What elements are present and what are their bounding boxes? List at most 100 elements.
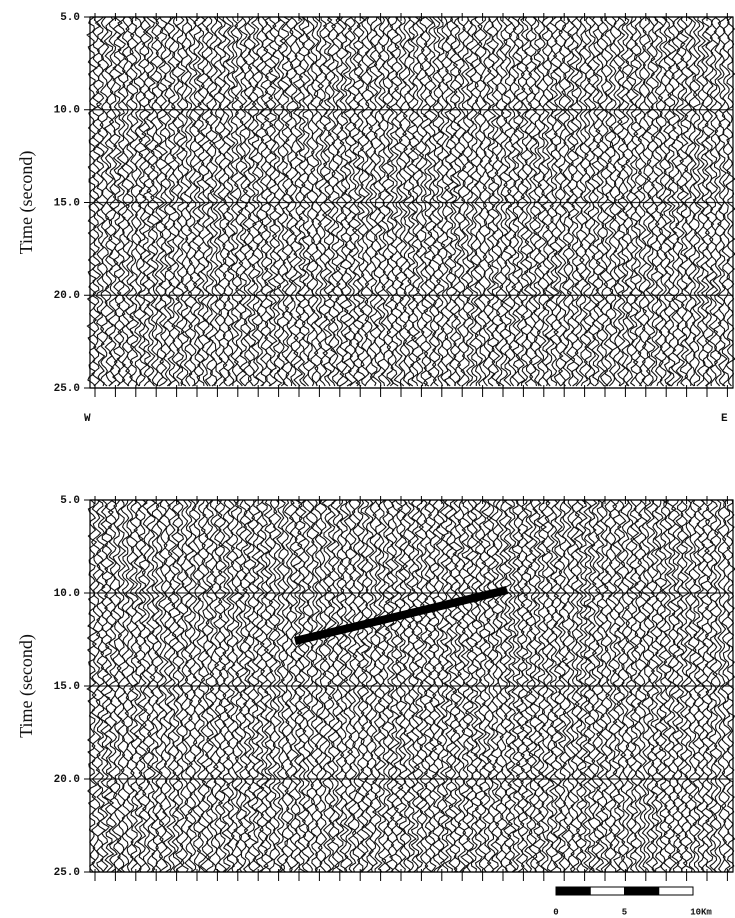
trace [329,16,341,387]
trace [636,16,648,387]
trace [641,16,652,387]
trace [342,16,354,387]
trace [216,16,228,387]
trace [368,16,380,387]
trace [141,16,152,387]
trace [246,16,258,387]
trace [237,16,249,387]
trace [678,16,690,387]
trace [397,16,409,387]
trace [682,16,694,387]
trace [628,16,639,387]
trace [321,16,334,387]
trace [661,16,673,387]
trace [443,16,455,387]
y-tick-label: 15.0 [54,681,80,693]
trace [284,16,295,387]
trace [221,16,232,387]
trace [233,16,245,387]
trace [208,16,219,387]
trace [335,16,346,387]
trace [624,16,635,387]
trace [225,16,236,387]
trace [460,16,472,387]
annotations [294,586,508,645]
trace [351,16,363,387]
trace [611,16,623,387]
trace [145,16,157,387]
trace [691,16,702,387]
trace [409,16,422,387]
trace [514,16,527,387]
scale-segment [624,886,660,896]
trace [124,16,135,387]
trace [700,16,711,387]
trace [422,16,434,387]
y-tick-label: 25.0 [54,867,80,879]
trace [296,16,308,387]
trace [241,16,253,387]
y-tick-label: 10.0 [54,588,80,600]
trace [695,16,706,387]
y-tick-label: 15.0 [54,197,80,209]
trace [468,16,480,387]
trace [158,16,169,387]
trace [590,16,602,387]
trace [372,16,384,387]
trace [305,16,316,387]
trace [276,16,287,387]
trace [380,16,392,387]
trace [212,16,224,387]
y-tick-label: 5.0 [60,12,80,24]
trace [721,16,731,387]
y-axis-label: Time (second) [16,151,37,255]
trace [603,16,615,387]
trace [431,16,443,387]
trace [548,16,560,387]
trace [519,16,530,386]
trace [111,16,123,387]
trace [389,16,400,387]
y-tick-label: 25.0 [54,383,80,395]
trace [595,16,606,387]
trace [183,16,194,387]
trace [267,16,279,387]
trace [326,16,337,387]
trace [359,16,371,387]
scale-label: 10Km [690,907,712,917]
scale-label: 5 [622,907,627,917]
reflector-marker [294,586,508,645]
trace [582,16,593,387]
trace [149,16,161,387]
trace [574,16,585,387]
x-label-right: E [721,413,728,425]
scale-segment [555,886,591,896]
y-tick-label: 5.0 [60,495,80,507]
trace [204,16,216,387]
trace [482,16,493,387]
trace [565,16,576,387]
trace [107,16,119,387]
trace [578,16,589,387]
trace [586,16,598,387]
trace [540,16,551,387]
trace [300,16,312,387]
y-axis-label: Time (second) [16,634,37,738]
trace [507,16,518,387]
trace [654,16,665,387]
trace [561,16,573,387]
trace [502,16,514,387]
trace [649,16,661,387]
trace [531,16,543,387]
trace [153,16,165,386]
trace [704,16,715,387]
trace [250,16,262,387]
trace [254,16,265,387]
trace [523,16,534,387]
x-label-left: W [84,413,91,425]
trace [393,16,405,387]
trace [498,16,509,387]
trace [364,16,376,387]
trace [313,16,325,387]
